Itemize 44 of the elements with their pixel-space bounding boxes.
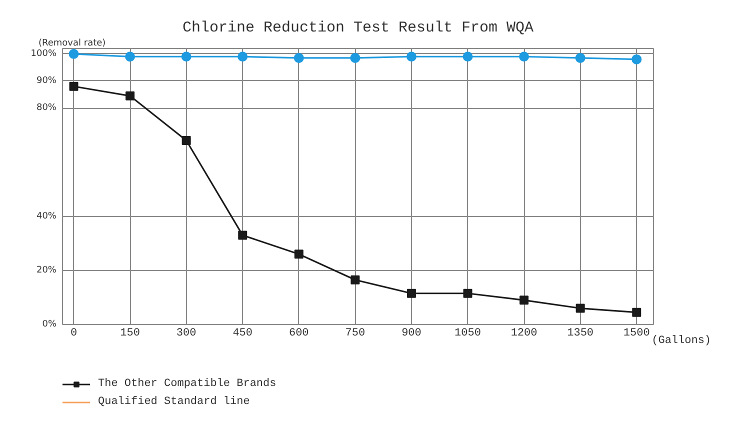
point xyxy=(182,136,191,145)
point xyxy=(519,52,530,62)
point xyxy=(69,82,78,91)
y-axis-title: (Removal rate) xyxy=(38,38,106,48)
point xyxy=(406,288,416,298)
point xyxy=(576,304,585,313)
x-tick-label: 0 xyxy=(70,328,78,340)
x-tick-label: 150 xyxy=(120,328,140,340)
point xyxy=(238,230,248,240)
x-tick-label: 900 xyxy=(402,328,422,340)
y-tick-label: 80% xyxy=(36,103,57,114)
y-tick-label: 90% xyxy=(36,76,57,86)
x-axis-title: (Gallons) xyxy=(652,335,712,347)
y-tick-label: 40% xyxy=(36,211,57,222)
point xyxy=(462,52,473,62)
point xyxy=(350,52,360,63)
point xyxy=(520,296,529,305)
x-tick-label: 1350 xyxy=(567,328,594,340)
x-tick-label: 300 xyxy=(176,328,196,340)
point xyxy=(632,308,642,317)
y-tick-label: 0% xyxy=(42,320,57,330)
point xyxy=(463,288,472,298)
point xyxy=(125,52,136,62)
x-tick-label: 1200 xyxy=(510,328,538,340)
point xyxy=(406,52,416,62)
point xyxy=(126,91,135,100)
point xyxy=(350,275,360,284)
point xyxy=(575,52,586,63)
x-tick-label: 600 xyxy=(289,328,309,340)
point xyxy=(294,250,304,259)
legend-label: Qualified Standard line xyxy=(98,396,250,408)
point xyxy=(294,52,304,63)
y-tick-label: 20% xyxy=(36,265,57,276)
x-tick-label: 1050 xyxy=(454,328,481,340)
chart-title: Chlorine Reduction Test Result From WQA xyxy=(182,20,534,36)
legend-label: The Other Compatible Brands xyxy=(98,378,276,390)
point xyxy=(632,54,642,64)
x-tick-label: 450 xyxy=(232,328,253,340)
x-tick-label: 750 xyxy=(345,328,366,340)
point xyxy=(238,52,248,62)
x-tick-label: 1500 xyxy=(623,328,650,340)
point xyxy=(68,48,79,59)
y-tick-label: 100% xyxy=(30,48,57,59)
point xyxy=(181,52,192,62)
